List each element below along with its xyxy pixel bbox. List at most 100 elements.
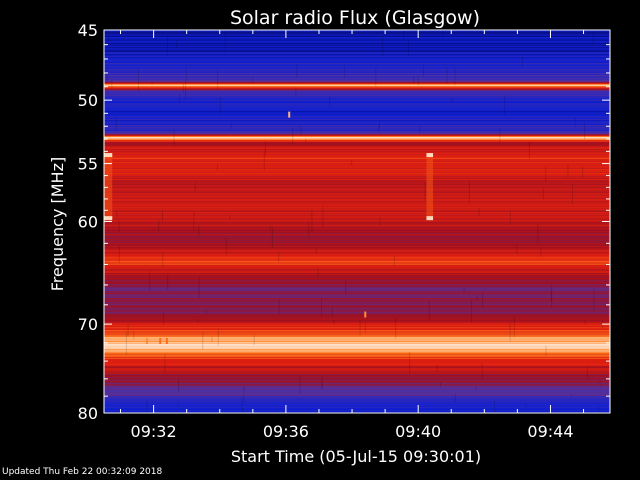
spectrogram-texture: [478, 208, 480, 217]
spectrogram-row: [104, 227, 610, 229]
spectrogram-row: [104, 203, 610, 205]
spectrogram-texture: [178, 378, 180, 393]
spectrogram-row: [104, 361, 610, 363]
spectrogram-row: [104, 52, 610, 54]
spectrogram-row: [104, 43, 610, 45]
spectrogram-row: [104, 114, 610, 116]
spectrogram-row: [104, 85, 610, 87]
y-tick-label: 60: [78, 213, 98, 232]
spectrogram-row: [104, 131, 610, 133]
y-axis-label-unit: [MHz]: [48, 157, 67, 204]
spectrogram-row: [104, 148, 610, 150]
spectrogram-row: [104, 367, 610, 369]
spectrogram-row: [104, 266, 610, 268]
spectrogram-row: [104, 298, 610, 300]
spectrogram-row: [104, 330, 610, 332]
spectrogram-texture: [198, 225, 200, 237]
spectrogram-row: [104, 386, 610, 388]
burst-spot: [165, 338, 168, 345]
spectrogram-row: [104, 97, 610, 99]
spectrogram-row: [104, 81, 610, 83]
spectrogram-texture: [127, 323, 129, 337]
spectrogram-texture: [475, 386, 477, 391]
spectrogram-row: [104, 387, 610, 389]
spectrogram-row: [104, 335, 610, 337]
spectrogram-row: [104, 166, 610, 168]
spectrogram-texture: [499, 127, 501, 144]
spectrogram-texture: [197, 318, 199, 323]
spectrogram-row: [104, 255, 610, 257]
spectrogram-row: [104, 163, 610, 165]
spectrogram-texture: [107, 36, 109, 44]
spectrogram-texture: [173, 128, 175, 146]
spectrogram-row: [104, 58, 610, 60]
spectrogram-row: [104, 105, 610, 107]
spectrogram-row: [104, 362, 610, 364]
spectrogram-texture: [599, 380, 601, 387]
spectrogram-row: [104, 291, 610, 293]
x-axis-label: Start Time (05-Jul-15 09:30:01): [231, 447, 481, 466]
spectrogram-texture: [593, 289, 595, 311]
spectrogram-row: [104, 61, 610, 63]
spectrogram-row: [104, 182, 610, 184]
spectrogram-texture: [299, 376, 301, 394]
spectrogram-row: [104, 343, 610, 345]
spectrogram-texture: [550, 284, 552, 303]
spectrogram-row: [104, 321, 610, 323]
spectrogram-row: [104, 141, 610, 143]
spectrogram-texture: [571, 184, 573, 205]
spectrogram-texture: [364, 322, 366, 333]
spectrogram-row: [104, 130, 610, 132]
spectrogram-row: [104, 67, 610, 69]
spectrogram-row: [104, 322, 610, 324]
spectrogram-texture: [317, 268, 319, 277]
burst-spot: [159, 338, 162, 345]
spectrogram-row: [104, 286, 610, 288]
spectrogram-row: [104, 389, 610, 391]
spectrogram-row: [104, 83, 610, 85]
spectrogram-row: [104, 140, 610, 142]
spectrogram-row: [104, 113, 610, 115]
spectrogram-row: [104, 302, 610, 304]
spectrogram-row: [104, 329, 610, 331]
spectrogram-row: [104, 295, 610, 297]
spectrogram-row: [104, 104, 610, 106]
spectrogram-row: [104, 144, 610, 146]
spectrogram-texture: [481, 362, 483, 379]
spectrogram-row: [104, 260, 610, 262]
spectrogram-row: [104, 309, 610, 311]
spectrogram-texture: [521, 56, 523, 68]
spectrogram-texture: [225, 238, 227, 255]
spectrogram-row: [104, 31, 610, 33]
burst-edge: [426, 216, 434, 221]
spectrogram-row: [104, 244, 610, 246]
x-tick-label: 09:32: [131, 422, 177, 441]
spectrogram-row: [104, 312, 610, 314]
spectrogram-row: [104, 336, 610, 338]
spectrogram-texture: [545, 345, 547, 357]
spectrogram-texture: [229, 214, 231, 220]
spectrogram-row: [104, 92, 610, 94]
spectrogram-texture: [417, 75, 419, 86]
spectrogram-row: [104, 136, 610, 138]
spectrogram-texture: [379, 216, 381, 226]
spectrogram-texture: [504, 95, 506, 115]
spectrogram-texture: [167, 273, 169, 291]
spectrogram-row: [104, 156, 610, 158]
spectrogram-row: [104, 53, 610, 55]
spectrogram-row: [104, 261, 610, 263]
spectrogram-row: [104, 94, 610, 96]
spectrogram-texture: [403, 31, 405, 39]
spectrogram-texture: [542, 188, 544, 200]
spectrogram-texture: [537, 223, 539, 243]
spectrogram-row: [104, 245, 610, 247]
spectrogram-texture: [292, 128, 294, 144]
spectrogram-row: [104, 242, 610, 244]
spectrogram-texture: [230, 122, 232, 130]
spectrogram-row: [104, 249, 610, 251]
spectrogram-row: [104, 382, 610, 384]
spectrogram-row: [104, 142, 610, 144]
spectrogram-texture: [476, 294, 478, 301]
spectrogram-row: [104, 288, 610, 290]
spectrogram-row: [104, 334, 610, 336]
